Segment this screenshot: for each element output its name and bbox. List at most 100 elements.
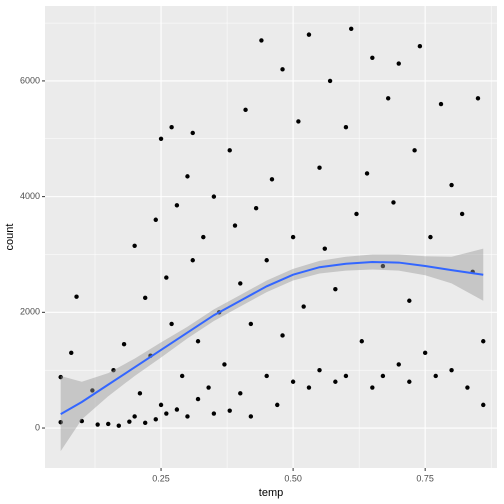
point bbox=[201, 234, 206, 240]
point bbox=[143, 295, 148, 301]
point bbox=[243, 107, 248, 113]
point bbox=[132, 243, 137, 248]
point bbox=[185, 174, 190, 179]
y-tick-label: 6000 bbox=[20, 75, 40, 85]
point bbox=[481, 339, 486, 344]
smooth-line bbox=[60, 260, 484, 416]
point bbox=[248, 414, 254, 419]
point bbox=[195, 339, 201, 344]
point bbox=[248, 321, 254, 327]
point bbox=[290, 234, 296, 240]
point bbox=[227, 148, 232, 153]
point bbox=[417, 44, 423, 49]
point bbox=[164, 411, 169, 416]
point bbox=[322, 246, 327, 251]
point bbox=[280, 67, 285, 72]
point bbox=[407, 379, 412, 384]
x-tick-label: 0.75 bbox=[416, 473, 434, 483]
point bbox=[269, 177, 275, 182]
point bbox=[428, 234, 433, 240]
point bbox=[116, 423, 121, 428]
point bbox=[174, 203, 180, 208]
point bbox=[359, 339, 364, 344]
point bbox=[396, 362, 401, 367]
point bbox=[232, 223, 238, 228]
point bbox=[121, 341, 127, 347]
point bbox=[227, 408, 232, 413]
point bbox=[306, 32, 312, 37]
y-tick-label: 0 bbox=[35, 422, 40, 432]
point bbox=[211, 411, 217, 416]
point bbox=[280, 333, 285, 338]
point bbox=[169, 124, 174, 130]
point bbox=[58, 420, 63, 425]
point bbox=[343, 373, 349, 379]
point bbox=[438, 101, 444, 107]
point bbox=[475, 96, 481, 101]
point bbox=[264, 373, 269, 379]
x-tick-label: 0.50 bbox=[284, 473, 302, 483]
point bbox=[95, 422, 100, 427]
x-axis-title: temp bbox=[259, 487, 283, 499]
point bbox=[459, 211, 465, 217]
point bbox=[449, 367, 454, 373]
point bbox=[349, 26, 354, 32]
y-axis-title: count bbox=[4, 224, 16, 251]
point bbox=[137, 391, 143, 396]
point bbox=[174, 407, 180, 412]
point bbox=[190, 130, 195, 136]
panel bbox=[45, 6, 497, 468]
point bbox=[190, 258, 195, 263]
point bbox=[412, 148, 417, 153]
point bbox=[74, 294, 79, 299]
point bbox=[222, 362, 227, 367]
point bbox=[169, 321, 174, 327]
point bbox=[481, 402, 486, 408]
point bbox=[364, 171, 370, 176]
point bbox=[422, 350, 428, 356]
point bbox=[296, 119, 301, 124]
point bbox=[380, 373, 386, 379]
point bbox=[127, 419, 132, 424]
point bbox=[143, 420, 148, 426]
point bbox=[275, 402, 280, 408]
point bbox=[333, 286, 338, 292]
point bbox=[317, 367, 322, 373]
point bbox=[164, 275, 169, 280]
point bbox=[238, 281, 243, 286]
point bbox=[264, 258, 269, 263]
point bbox=[238, 391, 243, 396]
point bbox=[179, 373, 185, 379]
point bbox=[407, 298, 412, 303]
point bbox=[301, 304, 306, 309]
point bbox=[396, 61, 401, 66]
point bbox=[195, 396, 201, 402]
point bbox=[132, 414, 137, 419]
point bbox=[333, 379, 338, 384]
point bbox=[106, 421, 111, 427]
point bbox=[391, 200, 396, 205]
y-tick-label: 4000 bbox=[20, 191, 40, 201]
point bbox=[449, 182, 454, 188]
point bbox=[259, 38, 264, 43]
point bbox=[69, 350, 74, 356]
x-tick-label: 0.25 bbox=[152, 473, 170, 483]
point bbox=[465, 385, 470, 390]
point bbox=[370, 385, 375, 390]
point bbox=[354, 211, 359, 217]
point bbox=[158, 402, 164, 408]
point bbox=[317, 165, 322, 170]
point bbox=[370, 55, 375, 60]
point bbox=[90, 388, 95, 393]
point bbox=[290, 379, 296, 384]
point bbox=[79, 418, 85, 424]
point bbox=[253, 205, 259, 211]
point bbox=[58, 374, 63, 380]
point bbox=[327, 78, 333, 84]
point bbox=[206, 385, 211, 390]
point bbox=[306, 385, 312, 390]
point bbox=[158, 136, 164, 141]
point bbox=[153, 217, 158, 222]
